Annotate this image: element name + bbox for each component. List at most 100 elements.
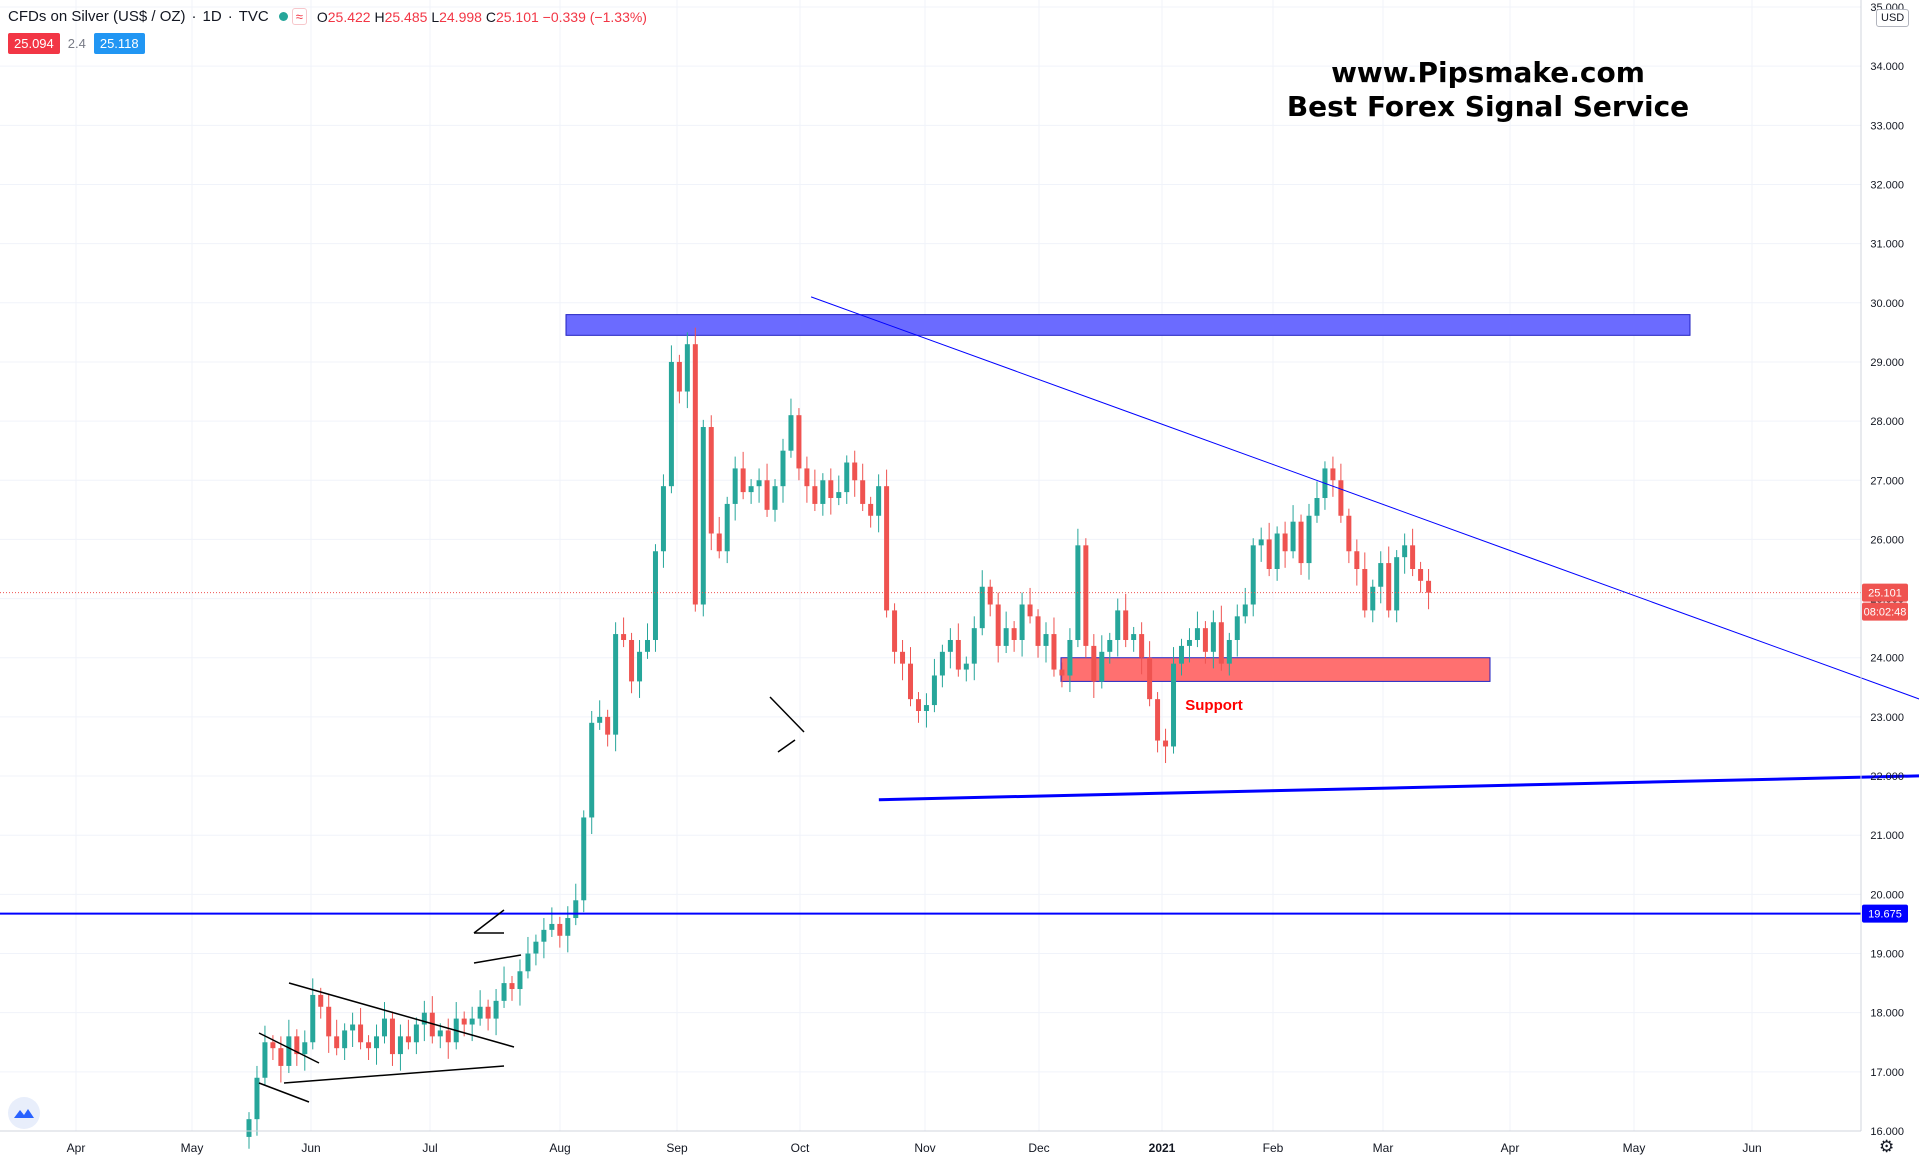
candle (605, 709, 611, 747)
candle (381, 1002, 387, 1044)
candle (613, 622, 619, 752)
candle (334, 1019, 340, 1056)
candle (1171, 647, 1177, 754)
pattern-line (258, 1032, 320, 1064)
candle (732, 456, 738, 521)
candle (716, 516, 722, 559)
candle (900, 639, 906, 681)
candle (525, 936, 531, 979)
time-tick-label: Feb (1263, 1141, 1284, 1155)
candle-body (780, 450, 786, 487)
candle-body (1258, 539, 1264, 546)
candle-body (421, 1012, 427, 1025)
candle (413, 1017, 419, 1055)
candle-body (900, 651, 906, 664)
candle-body (254, 1077, 260, 1120)
price-tick-label: 22.000 (1870, 771, 1904, 783)
symbol-title[interactable]: CFDs on Silver (US$ / OZ) (8, 8, 186, 25)
candle-body (1418, 569, 1424, 581)
candle-body (700, 427, 706, 605)
candle (979, 570, 985, 636)
candle (676, 354, 682, 404)
market-open-icon (278, 12, 288, 21)
candle-body (1027, 604, 1033, 617)
candle-body (1210, 622, 1216, 652)
candle-body (971, 628, 977, 664)
candle (788, 398, 794, 458)
candle-body (708, 427, 714, 534)
candle-body (549, 923, 555, 930)
candle (884, 469, 890, 618)
candle (1186, 628, 1192, 663)
candle-body (860, 480, 866, 504)
interval-label[interactable]: 1D (202, 8, 222, 25)
price-tick-label: 23.000 (1870, 712, 1904, 724)
candle-body (1330, 468, 1336, 481)
candle (445, 1018, 451, 1059)
candle-body (1306, 515, 1312, 564)
tradingview-logo-icon[interactable] (8, 1097, 40, 1129)
price-tick-label: 28.000 (1870, 416, 1904, 428)
candle-body (732, 468, 738, 504)
candle-body (413, 1024, 419, 1043)
candle-body (1282, 533, 1288, 552)
candle-body (374, 1036, 380, 1049)
candle (629, 632, 635, 694)
candle (700, 419, 706, 617)
trendline-bottom (878, 774, 1919, 802)
candle-body (541, 929, 547, 942)
candle-body (868, 503, 874, 516)
candle (764, 463, 770, 517)
candle-body (1178, 645, 1184, 664)
candle (1003, 611, 1009, 654)
candle (1210, 610, 1216, 669)
candle (852, 450, 858, 497)
candle (876, 474, 882, 533)
price-tick-label: 34.000 (1870, 61, 1904, 73)
candle (836, 475, 842, 506)
candle-body (876, 486, 882, 516)
candle (1234, 604, 1240, 657)
candle (1059, 662, 1065, 688)
quote-bar: 25.094 2.4 25.118 (8, 33, 145, 54)
price-tick-label: 33.000 (1870, 120, 1904, 132)
candle-body (1083, 545, 1089, 646)
candle (1274, 526, 1280, 581)
candle-body (1003, 628, 1009, 646)
candle (453, 1002, 459, 1050)
candle (1346, 508, 1352, 564)
candle (1370, 579, 1376, 623)
candle-body (1274, 533, 1280, 569)
candle (1338, 463, 1344, 523)
sell-price[interactable]: 25.094 (8, 33, 60, 54)
candle-body (1402, 545, 1408, 558)
candle-body (1410, 545, 1416, 569)
candle-body (334, 1036, 340, 1049)
candle (493, 989, 499, 1036)
pattern-line (769, 696, 805, 733)
candle (366, 1035, 372, 1061)
pattern-line (473, 954, 522, 964)
currency-button[interactable]: USD (1876, 9, 1910, 27)
candle-body (525, 953, 531, 972)
candle-body (501, 983, 507, 1001)
buy-price[interactable]: 25.118 (93, 33, 145, 54)
candle (1123, 593, 1129, 648)
candle (804, 456, 810, 503)
candle-body (278, 1048, 284, 1066)
gear-icon[interactable]: ⚙ (1879, 1137, 1895, 1156)
candle-body (613, 634, 619, 735)
candle-body (509, 983, 515, 990)
candle-body (389, 1018, 395, 1055)
candle (820, 473, 826, 516)
price-tick-label: 16.000 (1870, 1126, 1904, 1138)
candle (581, 810, 587, 913)
candle-body (1131, 634, 1137, 640)
candle (533, 934, 539, 966)
candle (995, 592, 1001, 663)
wave-icon: ≈ (291, 8, 307, 25)
exchange-label: TVC (238, 8, 269, 25)
candle (963, 656, 969, 682)
candle-body (294, 1036, 300, 1055)
